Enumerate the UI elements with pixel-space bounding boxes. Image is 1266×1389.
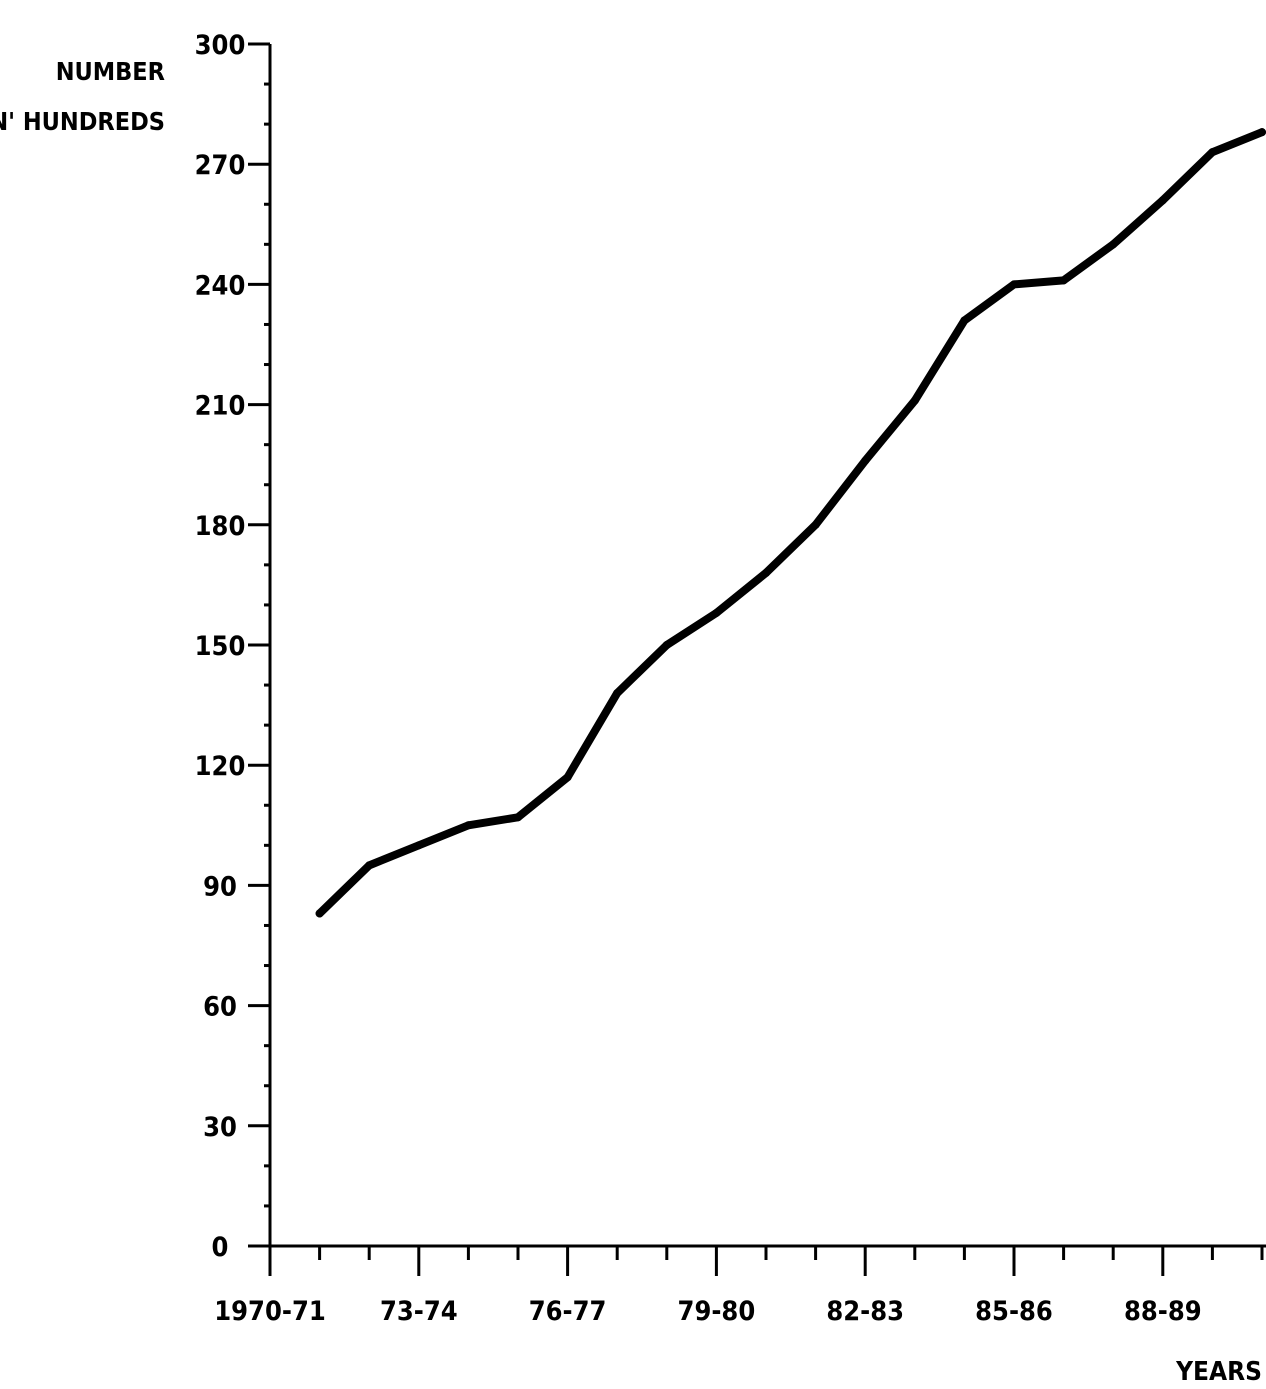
series-line [315, 128, 1266, 918]
data-point [762, 568, 770, 577]
data-point [1258, 128, 1266, 137]
x-tick-label: 85-86 [975, 1296, 1053, 1327]
data-point [514, 813, 522, 822]
data-point [960, 316, 969, 325]
x-tick-label: 79-80 [678, 1296, 756, 1327]
y-tick-label: 180 [195, 511, 246, 542]
data-point [861, 456, 870, 465]
x-tick-label: 88-89 [1124, 1296, 1202, 1327]
data-point [910, 396, 919, 405]
y-tick-label: 0 [212, 1232, 229, 1263]
y-axis: 0 30 60 90 120 150 180 210 240 270 300 [195, 30, 272, 1263]
data-point [662, 641, 671, 649]
y-tick-label: 300 [195, 30, 246, 61]
y-axis-label-line-2: N' HUNDREDS [0, 107, 165, 136]
data-point [1109, 240, 1118, 249]
y-tick-label: 150 [195, 631, 246, 662]
y-axis-label-line-1: NUMBER [56, 57, 165, 86]
y-tick-label: 240 [195, 270, 246, 301]
x-tick-label: 82-83 [826, 1296, 904, 1327]
series [315, 128, 1266, 918]
data-point [563, 773, 572, 782]
data-point [315, 909, 324, 918]
y-tick-label: 270 [195, 150, 246, 181]
y-tick-label: 120 [195, 751, 246, 782]
data-point [1208, 148, 1217, 157]
x-tick-label: 73-74 [380, 1296, 458, 1327]
data-point [712, 608, 721, 617]
data-point [1158, 196, 1167, 205]
data-point [1059, 276, 1068, 285]
y-tick-label: 210 [195, 391, 246, 422]
x-axis: 1970-71 73-74 76-77 79-80 82-83 85-86 88-89 [214, 1244, 1266, 1327]
data-point [464, 821, 473, 830]
x-tick-label: 76-77 [529, 1296, 607, 1327]
y-tick-label: 60 [203, 992, 237, 1023]
x-tick-label: 1970-71 [214, 1296, 326, 1327]
x-axis-label: YEARS [1175, 1357, 1262, 1387]
data-point [365, 861, 374, 870]
data-point [414, 841, 423, 850]
data-point [613, 689, 622, 698]
data-point [811, 520, 820, 529]
y-tick-label: 90 [203, 871, 237, 902]
y-tick-label: 30 [203, 1112, 237, 1143]
data-point [1010, 280, 1018, 289]
